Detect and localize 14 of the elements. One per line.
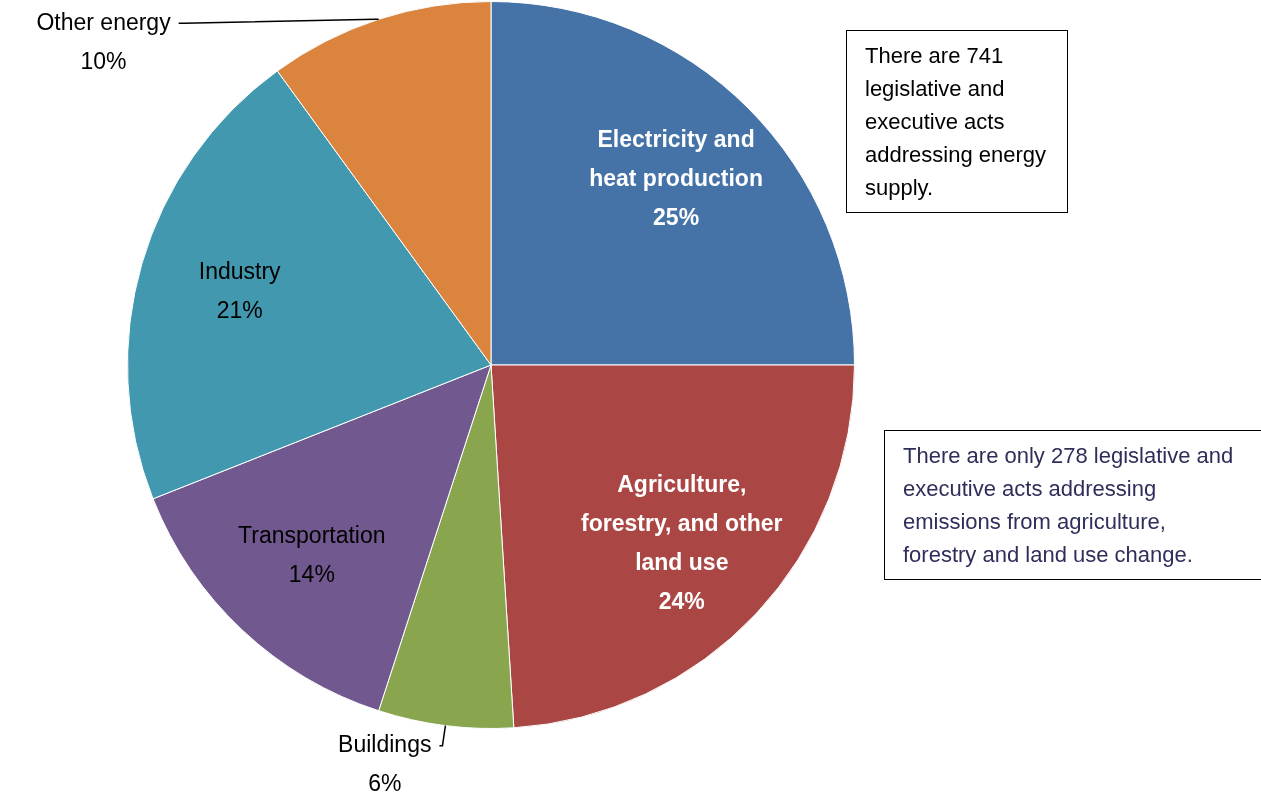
data-label: 21% (216, 296, 263, 323)
data-label: 24% (658, 588, 705, 614)
text: There are only 278 legislative and executive acts addressing emissions from agriculture, forestry and land use change. (884, 430, 1261, 580)
slice-label: Industry (198, 257, 282, 284)
data-label: 6% (368, 769, 402, 796)
slice-label: Electricity and heat production (589, 126, 763, 192)
data-label: 25% (653, 204, 700, 231)
slice-label: Other energy (36, 8, 172, 35)
slice-label: Buildings (338, 730, 432, 757)
text: There are 741 legislative and executive acts addressing energy supply. (846, 30, 1068, 213)
data-label: 10% (80, 47, 127, 74)
data-label: 14% (288, 560, 335, 587)
slice-label: Agriculture, forestry, and other land use (581, 471, 783, 575)
slice-label: Transportation (238, 521, 386, 548)
